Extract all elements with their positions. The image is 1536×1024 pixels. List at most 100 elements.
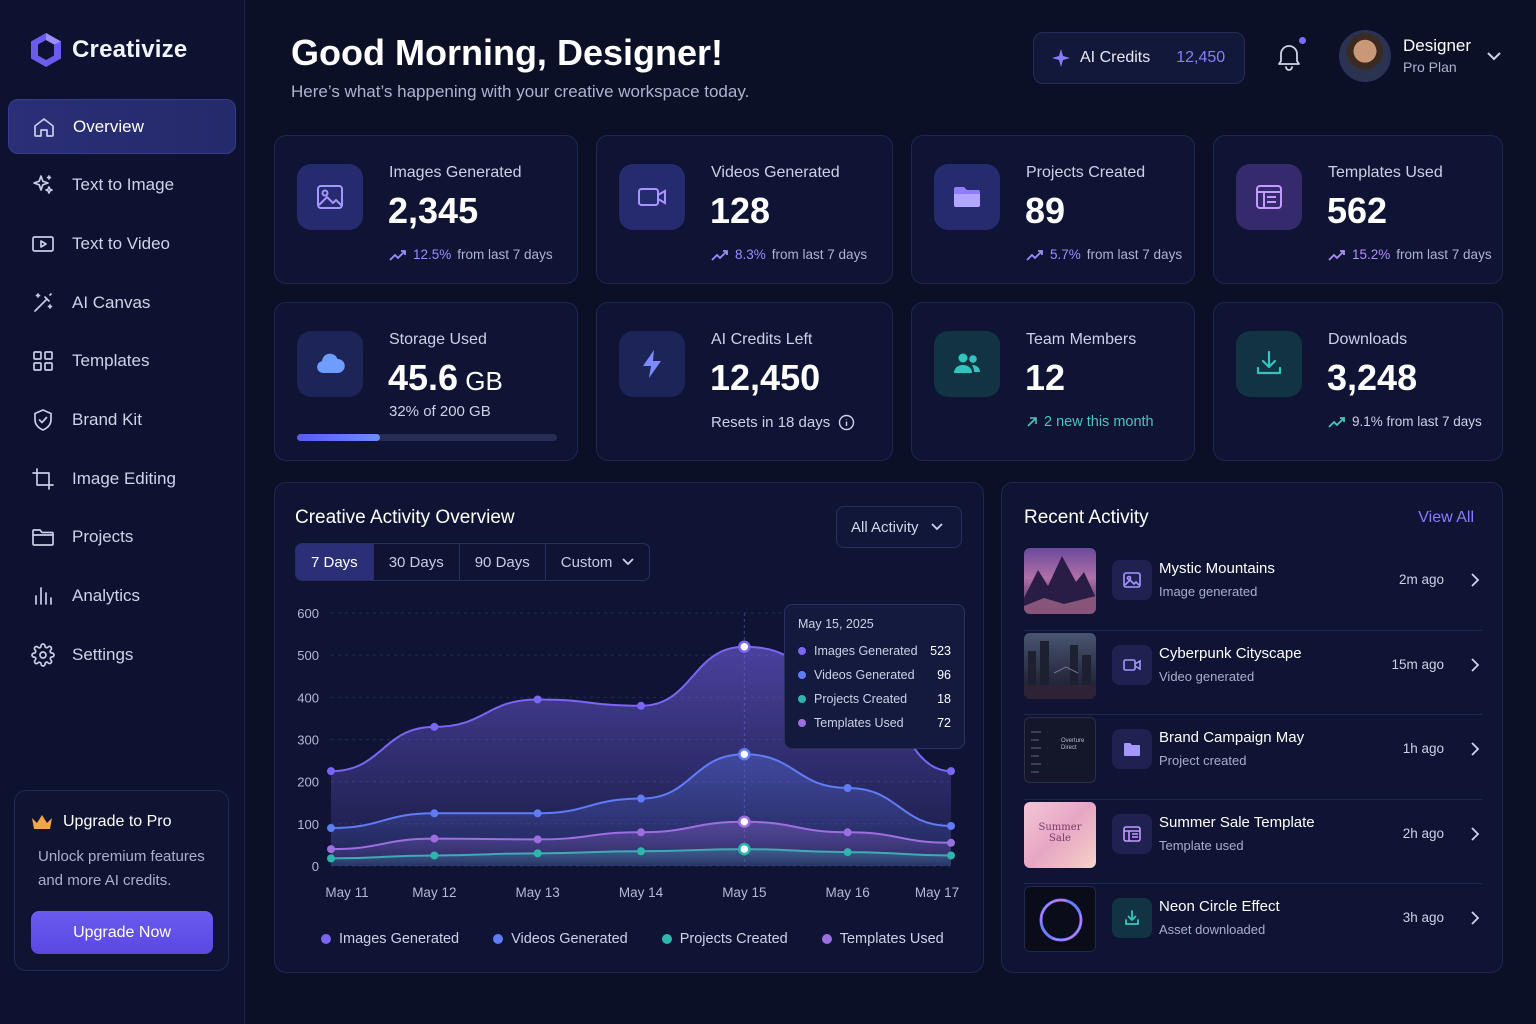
sidebar-item-ai-canvas[interactable]: AI Canvas — [8, 275, 236, 330]
chevron-right-icon[interactable] — [1468, 657, 1482, 673]
sidebar-item-text-to-video[interactable]: Text to Video — [8, 216, 236, 271]
sidebar: Creativize Overview Text to Image Text t… — [0, 0, 245, 1024]
upgrade-description: Unlock premium features and more AI cred… — [38, 848, 205, 889]
storage-progress-bar — [297, 434, 557, 441]
list-item[interactable]: Overture Direct Brand Campaign May Proje… — [1024, 715, 1482, 800]
data-point — [738, 640, 751, 653]
data-point — [637, 847, 645, 856]
tab-7-days[interactable]: 7 Days — [296, 544, 374, 580]
stat-label: Templates Used — [1328, 164, 1443, 181]
sidebar-item-projects[interactable]: Projects — [8, 510, 236, 565]
x-tick-label: May 11 — [325, 885, 368, 900]
list-item[interactable]: Cyberpunk Cityscape Video generated 15m … — [1024, 631, 1482, 715]
list-item[interactable]: Neon Circle Effect Asset downloaded 3h a… — [1024, 884, 1482, 969]
legend-item[interactable]: Videos Generated — [493, 931, 628, 947]
series-area — [331, 821, 951, 866]
stat-value: 12,450 — [710, 357, 821, 398]
trend-up-icon — [1026, 249, 1043, 261]
image-icon — [1112, 560, 1152, 600]
chart-title: Creative Activity Overview — [295, 507, 515, 528]
stat-value: 128 — [710, 190, 771, 231]
legend-item[interactable]: Templates Used — [821, 931, 944, 947]
data-point — [947, 821, 955, 830]
avatar[interactable] — [1339, 30, 1391, 82]
recent-activity-list: Mystic Mountains Image generated 2m ago … — [1024, 546, 1482, 969]
stat-note: from last 7 days — [1396, 247, 1492, 262]
legend-label: Templates Used — [839, 931, 944, 947]
user-name[interactable]: Designer — [1403, 36, 1472, 55]
folder-icon — [30, 524, 56, 550]
activity-filter-select[interactable]: All Activity — [836, 506, 962, 548]
legend-dot — [493, 934, 504, 944]
sidebar-item-settings[interactable]: Settings — [8, 627, 236, 682]
data-point — [637, 794, 645, 803]
sparkles-icon — [30, 172, 56, 198]
stat-percent: 5.7% — [1050, 247, 1081, 262]
sidebar-item-image-editing[interactable]: Image Editing — [8, 451, 236, 506]
chevron-down-icon[interactable] — [1486, 50, 1502, 62]
upgrade-card: Upgrade to Pro Unlock premium features a… — [14, 790, 229, 971]
thumbnail-cityscape — [1024, 632, 1096, 699]
data-point — [947, 767, 955, 776]
sidebar-item-overview[interactable]: Overview — [8, 99, 236, 154]
legend-item[interactable]: Projects Created — [661, 931, 788, 947]
sidebar-item-analytics[interactable]: Analytics — [8, 569, 236, 624]
stat-value: 12 — [1025, 357, 1066, 398]
trend-up-icon — [711, 249, 728, 261]
sidebar-item-templates[interactable]: Templates — [8, 334, 236, 389]
stat-trend: 15.2% from last 7 days — [1328, 247, 1492, 262]
stat-card-images[interactable]: Images Generated 2,345 12.5% from last 7… — [274, 135, 578, 284]
thumbnail-text: Summer Sale — [1038, 821, 1082, 844]
list-item[interactable]: Summer Sale Summer Sale Template Templat… — [1024, 800, 1482, 884]
sidebar-nav: Overview Text to Image Text to Video AI … — [8, 99, 236, 686]
legend-item[interactable]: Images Generated — [321, 931, 459, 947]
info-icon[interactable] — [838, 414, 855, 431]
tab-30-days[interactable]: 30 Days — [374, 544, 460, 580]
data-point — [637, 701, 645, 710]
stat-note: from last 7 days — [457, 247, 553, 262]
list-item[interactable]: Mystic Mountains Image generated 2m ago — [1024, 546, 1482, 631]
item-name: Summer Sale Template — [1159, 813, 1315, 831]
stat-note: 9.1% from last 7 days — [1352, 414, 1482, 429]
data-point — [327, 854, 335, 863]
template-icon — [1236, 164, 1302, 230]
view-all-link[interactable]: View All — [1418, 509, 1474, 526]
stat-trend: 12.5% from last 7 days — [389, 247, 553, 262]
stat-card-storage[interactable]: Storage Used 45.6 GB 32% of 200 GB — [274, 302, 578, 461]
storage-progress-fill — [297, 434, 381, 441]
legend-label: Projects Created — [679, 931, 788, 947]
chevron-right-icon[interactable] — [1468, 572, 1482, 588]
stat-label: Storage Used — [389, 331, 487, 348]
upgrade-now-button[interactable]: Upgrade Now — [31, 911, 213, 954]
tooltip-label: Videos Generated — [814, 668, 915, 682]
chevron-right-icon[interactable] — [1468, 826, 1482, 842]
data-point — [533, 849, 542, 858]
gear-icon — [30, 642, 56, 668]
logo[interactable]: Creativize — [30, 32, 187, 68]
tab-90-days[interactable]: 90 Days — [460, 544, 546, 580]
chevron-right-icon[interactable] — [1468, 741, 1482, 757]
stat-card-projects[interactable]: Projects Created 89 5.7% from last 7 day… — [911, 135, 1195, 284]
sidebar-item-brand-kit[interactable]: Brand Kit — [8, 392, 236, 447]
sidebar-item-label: Overview — [73, 116, 144, 136]
stat-note: from last 7 days — [1086, 247, 1183, 262]
sidebar-item-text-to-image[interactable]: Text to Image — [8, 158, 236, 213]
video-icon — [30, 231, 56, 257]
tab-custom[interactable]: Custom — [546, 544, 650, 580]
ai-credits-pill[interactable]: AI Credits 12,450 — [1033, 32, 1245, 84]
notification-dot — [1299, 37, 1306, 44]
stat-note: Resets in 18 days — [711, 414, 831, 431]
legend-label: Images Generated — [339, 931, 460, 947]
x-tick-label: May 16 — [826, 885, 870, 900]
stat-card-team[interactable]: Team Members 12 2 new this month — [911, 302, 1195, 461]
trend-up-icon — [389, 249, 406, 261]
chevron-right-icon[interactable] — [1468, 910, 1482, 926]
notification-bell-icon[interactable] — [1273, 40, 1305, 72]
stat-card-downloads[interactable]: Downloads 3,248 9.1% from last 7 days — [1213, 302, 1503, 461]
tooltip-row: Templates Used 72 — [798, 711, 951, 735]
stat-card-templates[interactable]: Templates Used 562 15.2% from last 7 day… — [1213, 135, 1503, 284]
stat-card-credits[interactable]: AI Credits Left 12,450 Resets in 18 days — [596, 302, 893, 461]
stat-card-videos[interactable]: Videos Generated 128 8.3% from last 7 da… — [596, 135, 893, 284]
folder-icon — [1112, 729, 1152, 769]
tooltip-label: Templates Used — [814, 716, 904, 730]
